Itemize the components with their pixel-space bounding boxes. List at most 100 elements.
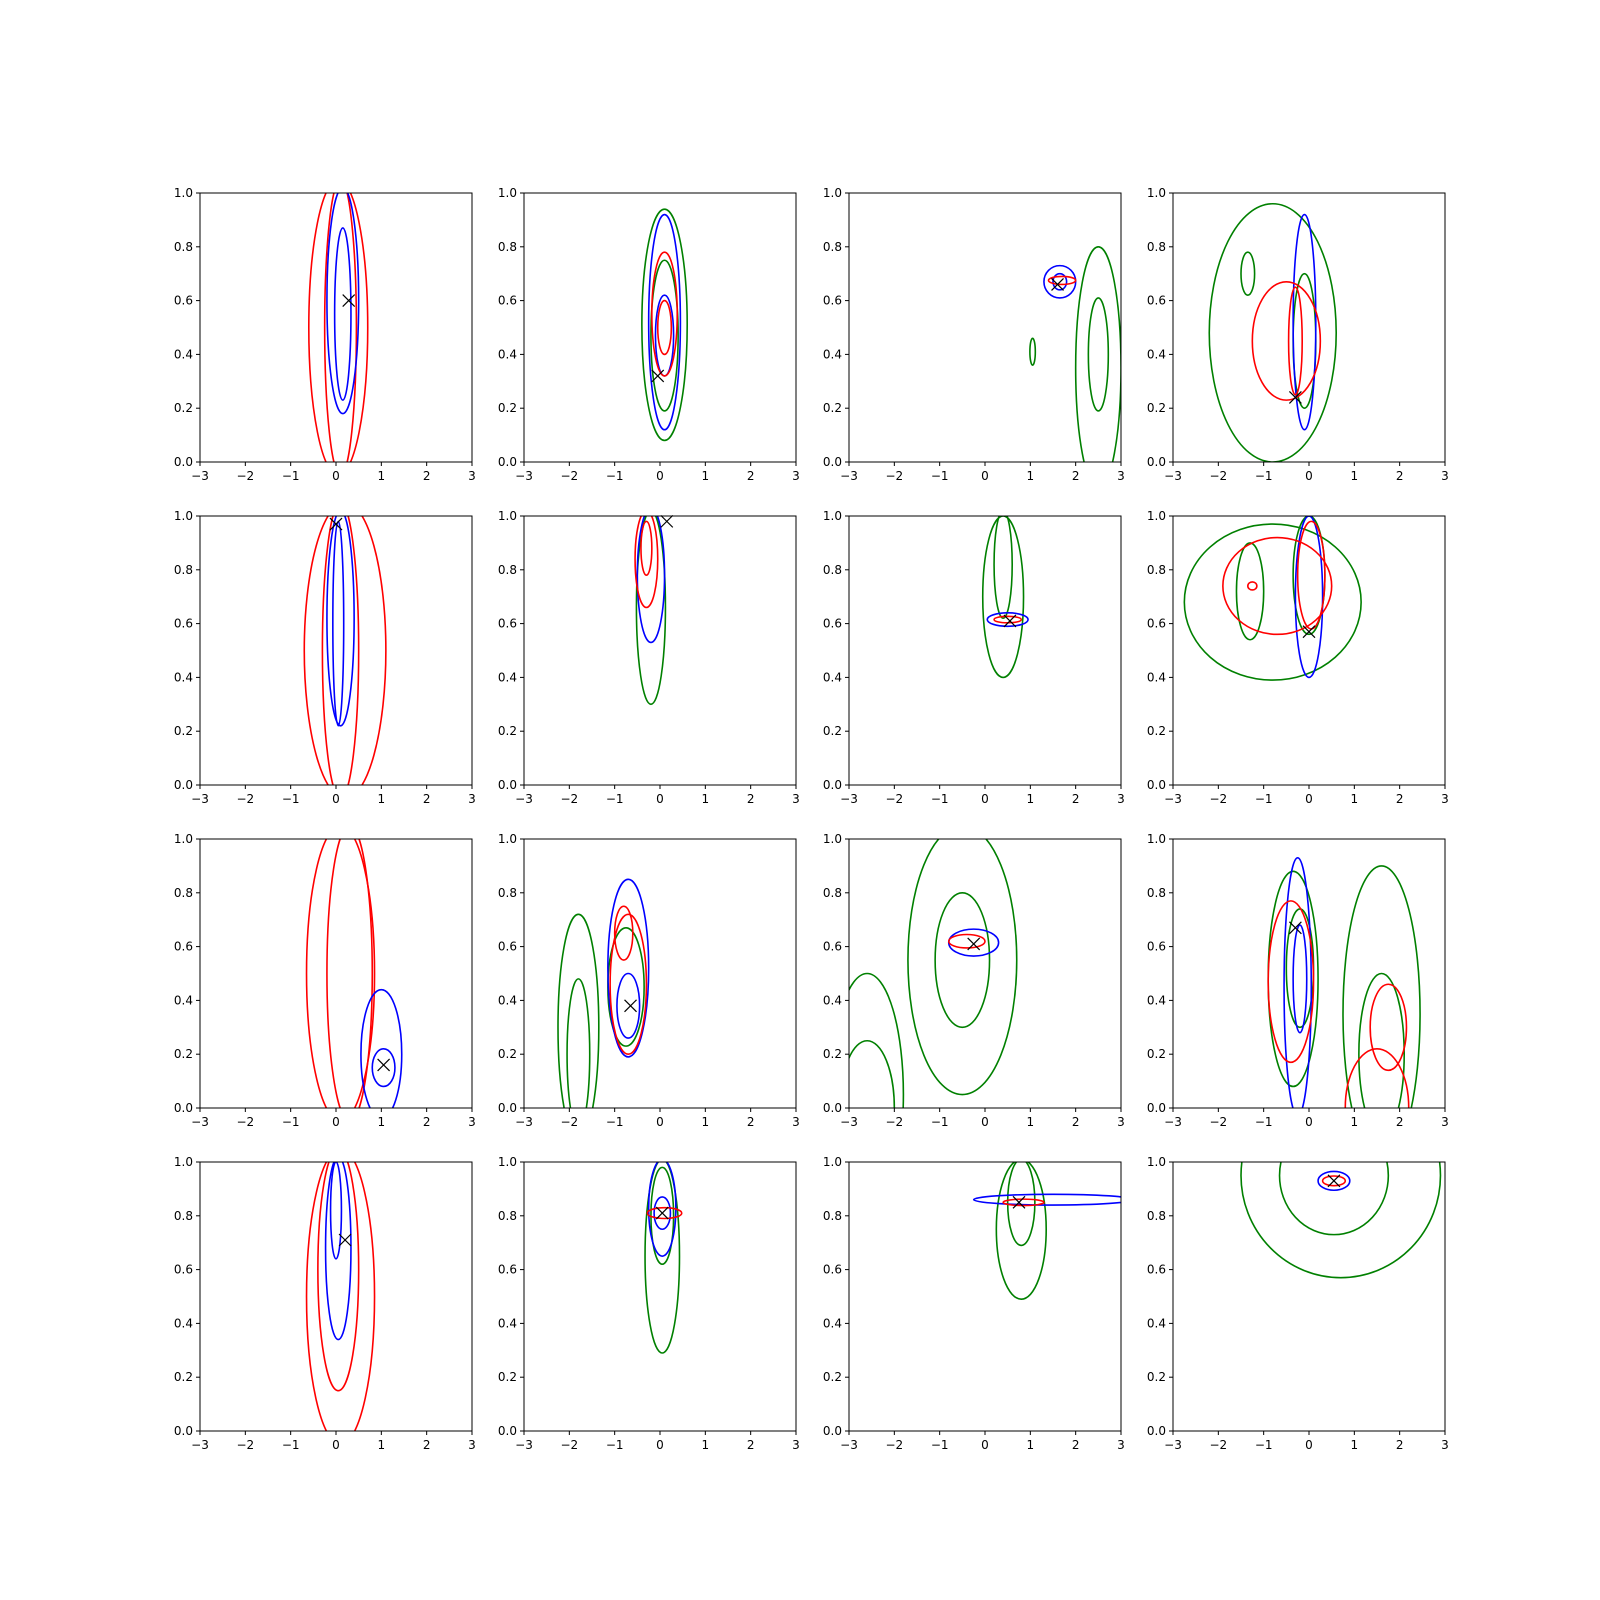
x-tick-label: 0 [981, 1115, 989, 1129]
x-tick-label: −2 [1209, 1438, 1227, 1452]
contour-red [326, 839, 374, 1108]
x-marker [1288, 391, 1302, 404]
y-tick-label: 0.0 [174, 455, 193, 469]
x-tick-label: −3 [1164, 1115, 1182, 1129]
x-tick-label: 0 [332, 1115, 340, 1129]
x-tick-label: 1 [702, 469, 710, 483]
contour-blue [324, 1162, 352, 1341]
x-tick-label: 1 [702, 792, 710, 806]
plot-area [308, 193, 369, 462]
y-tick-label: 0.2 [174, 1047, 193, 1061]
x-marker [1327, 1174, 1341, 1188]
axes-frame [523, 515, 797, 786]
x-tick-label: −1 [606, 1115, 624, 1129]
x-tick-label: −1 [931, 792, 949, 806]
contour-red [323, 193, 358, 462]
y-tick-label: 0.8 [498, 1209, 517, 1223]
y-tick-label: 0.6 [1147, 294, 1166, 308]
x-tick-label: 0 [656, 792, 664, 806]
x-tick-label: 1 [378, 792, 386, 806]
plot-area [1208, 202, 1337, 462]
subplot-r3c3: −3 −2 −1 0 1 2 3 0.0 0.2 0.4 0.6 0.8 1.0 [823, 832, 1125, 1129]
y-tick-label: 0.0 [823, 1424, 842, 1438]
contour-green [1240, 251, 1256, 297]
contour-red [1296, 520, 1326, 630]
x-tick-label: −1 [931, 1438, 949, 1452]
contour-green [1342, 865, 1421, 1108]
y-tick-label: 0.8 [174, 563, 193, 577]
plot-area [981, 516, 1029, 679]
x-tick-label: 2 [747, 469, 755, 483]
x-marker [1288, 921, 1302, 935]
x-tick-label: −2 [1209, 792, 1227, 806]
x-tick-label: 1 [1027, 469, 1035, 483]
y-tick-label: 0.6 [174, 294, 193, 308]
x-tick-label: −1 [606, 469, 624, 483]
y-tick-label: 0.0 [498, 1101, 517, 1115]
y-tick-label: 0.8 [823, 1209, 842, 1223]
y-tick-label: 1.0 [174, 1155, 193, 1169]
contour-blue [371, 1048, 396, 1088]
x-tick-label: −1 [1255, 1438, 1273, 1452]
axes-frame [523, 838, 797, 1109]
axes-frame [199, 515, 473, 786]
x-tick-label: 0 [332, 792, 340, 806]
subplot-r1c3: −3 −2 −1 0 1 2 3 0.0 0.2 0.4 0.6 0.8 1.0 [823, 186, 1125, 483]
x-tick-label: −3 [515, 1438, 533, 1452]
plot-area [557, 878, 650, 1108]
x-tick-label: −3 [515, 469, 533, 483]
contour-red [947, 933, 986, 949]
x-tick-label: 3 [1441, 1115, 1449, 1129]
y-tick-label: 1.0 [498, 509, 517, 523]
x-marker [342, 294, 356, 308]
contour-blue [1052, 272, 1068, 291]
x-tick-label: −3 [840, 792, 858, 806]
x-tick-label: 3 [468, 469, 476, 483]
contour-red [1321, 1175, 1347, 1187]
contour-red [1002, 1198, 1045, 1207]
x-tick-label: 1 [378, 469, 386, 483]
plot-area [634, 516, 667, 706]
y-tick-label: 0.8 [498, 563, 517, 577]
x-tick-label: 3 [792, 792, 800, 806]
contour-blue [332, 520, 345, 727]
axes-frame [199, 192, 473, 463]
subplot-r1c4: −3 −2 −1 0 1 2 3 0.0 0.2 0.4 0.6 0.8 1.0 [1147, 186, 1449, 483]
x-tick-label: 1 [1351, 1438, 1359, 1452]
subplot-r1c2: −3 −2 −1 0 1 2 3 0.0 0.2 0.4 0.6 0.8 1.0 [498, 186, 800, 483]
y-tick-label: 0.2 [174, 724, 193, 738]
x-tick-label: 2 [747, 1438, 755, 1452]
x-marker [338, 1233, 352, 1247]
contour-green [650, 259, 679, 412]
y-tick-label: 0.6 [1147, 940, 1166, 954]
x-tick-label: 0 [332, 1438, 340, 1452]
subplot-r4c2: −3 −2 −1 0 1 2 3 0.0 0.2 0.4 0.6 0.8 1.0 [498, 1155, 800, 1452]
x-tick-label: 3 [792, 1115, 800, 1129]
contour-red [609, 913, 648, 1056]
contour-green [1235, 542, 1265, 641]
x-tick-label: −2 [885, 1115, 903, 1129]
subplot-r3c1: −3 −2 −1 0 1 2 3 0.0 0.2 0.4 0.6 0.8 1.0 [174, 832, 476, 1129]
axes-frame [199, 838, 473, 1109]
contour-red [1287, 286, 1303, 396]
x-tick-label: 3 [1117, 469, 1125, 483]
x-tick-label: 1 [378, 1115, 386, 1129]
x-tick-label: −1 [931, 1115, 949, 1129]
contour-red [305, 1162, 376, 1431]
y-tick-label: 0.8 [498, 240, 517, 254]
plot-area [644, 1162, 683, 1354]
y-tick-label: 1.0 [174, 509, 193, 523]
y-tick-label: 0.6 [498, 617, 517, 631]
x-marker-stroke [1051, 278, 1064, 291]
contour-blue [607, 878, 650, 1058]
contour-blue [616, 972, 641, 1039]
x-tick-label: 2 [747, 1115, 755, 1129]
subplot-r2c1: −3 −2 −1 0 1 2 3 0.0 0.2 0.4 0.6 0.8 1.0 [174, 509, 476, 806]
contour-blue [636, 516, 666, 644]
y-tick-label: 1.0 [823, 509, 842, 523]
x-tick-label: 2 [1072, 1438, 1080, 1452]
contour-green [907, 839, 1018, 1096]
plot-area [641, 208, 688, 442]
contour-green [995, 1162, 1047, 1300]
y-tick-label: 0.4 [498, 670, 517, 684]
